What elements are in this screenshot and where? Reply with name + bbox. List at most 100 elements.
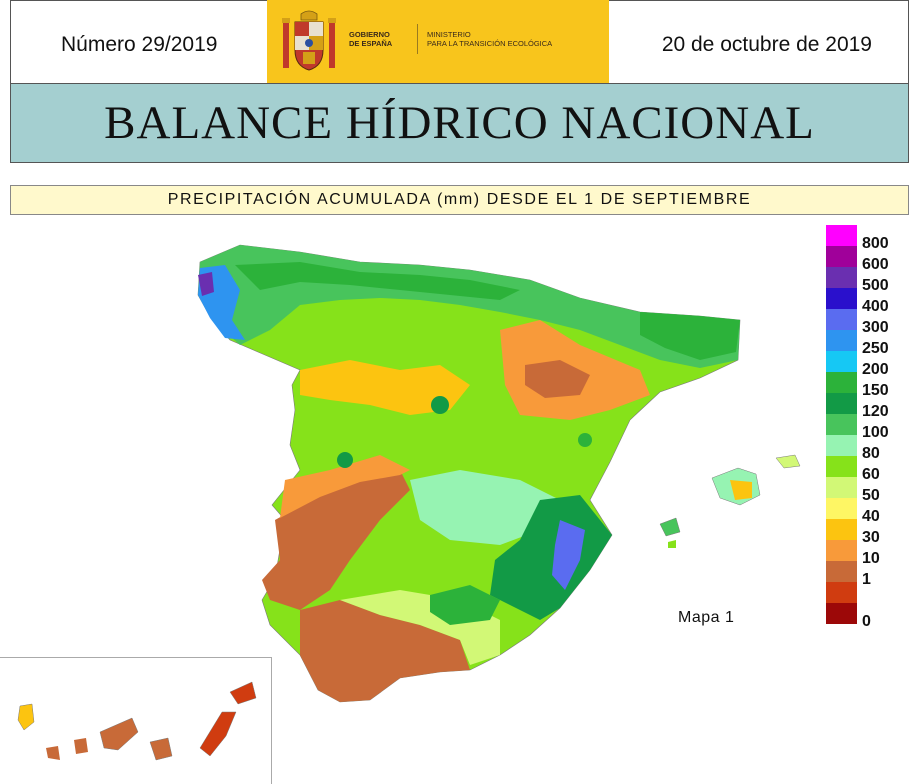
legend-value: 100 bbox=[862, 424, 889, 441]
legend-swatch bbox=[826, 561, 857, 582]
legend-value: 800 bbox=[862, 235, 889, 252]
legend-value: 600 bbox=[862, 256, 889, 273]
mallorca-dry bbox=[730, 480, 752, 500]
map-subtitle: PRECIPITACIÓN ACUMULADA (mm) DESDE EL 1 … bbox=[167, 191, 752, 208]
legend-row: 150 bbox=[826, 372, 906, 399]
legend-row bbox=[826, 582, 906, 603]
legend-swatch bbox=[826, 330, 857, 351]
legend-row: 60 bbox=[826, 456, 906, 483]
pyrenees-green bbox=[640, 312, 740, 360]
la-mancha-light bbox=[410, 470, 560, 545]
iberian-peninsula bbox=[197, 244, 741, 703]
subtitle-banner: PRECIPITACIÓN ACUMULADA (mm) DESDE EL 1 … bbox=[10, 185, 909, 215]
ebro-driest bbox=[525, 360, 590, 398]
andalusia-dry bbox=[300, 600, 470, 702]
legend-value: 50 bbox=[862, 487, 880, 504]
legend-swatch bbox=[826, 393, 857, 414]
page-title: BALANCE HÍDRICO NACIONAL bbox=[104, 97, 815, 149]
levante-blue bbox=[552, 520, 585, 590]
legend-value: 40 bbox=[862, 508, 880, 525]
gran-canaria bbox=[149, 737, 173, 761]
legend-swatch bbox=[826, 225, 857, 246]
legend-row: 40 bbox=[826, 498, 906, 525]
legend-swatch bbox=[826, 540, 857, 561]
legend-value: 1 bbox=[862, 571, 871, 588]
meseta-north-dry bbox=[300, 360, 470, 415]
logo-government-text: GOBIERNO DE ESPAÑA bbox=[349, 30, 393, 48]
legend-value: 500 bbox=[862, 277, 889, 294]
coat-of-arms-icon bbox=[282, 10, 336, 71]
ibiza bbox=[659, 517, 681, 537]
levante-wet bbox=[490, 495, 612, 620]
legend-value: 300 bbox=[862, 319, 889, 336]
legend-row: 250 bbox=[826, 330, 906, 357]
balearic-islands bbox=[659, 454, 801, 548]
legend-row: 80 bbox=[826, 435, 906, 462]
legend-swatch bbox=[826, 414, 857, 435]
legend-row: 10 bbox=[826, 540, 906, 567]
north-dark-green bbox=[235, 262, 520, 300]
logo-ministry-text: MINISTERIO PARA LA TRANSICIÓN ECOLÓGICA bbox=[427, 30, 553, 48]
extremadura-orange bbox=[280, 455, 410, 518]
issue-date: 20 de octubre de 2019 bbox=[661, 33, 872, 56]
legend-row: 50 bbox=[826, 477, 906, 504]
tenerife bbox=[99, 717, 139, 751]
map-label: Mapa 1 bbox=[678, 609, 735, 626]
title-banner: BALANCE HÍDRICO NACIONAL bbox=[10, 83, 909, 163]
galicia-max bbox=[198, 272, 214, 296]
legend-row: 300 bbox=[826, 309, 906, 336]
legend-swatch bbox=[826, 288, 857, 309]
wet-spot bbox=[578, 433, 592, 447]
canary-islands bbox=[17, 681, 257, 761]
issue-number: Número 29/2019 bbox=[61, 33, 218, 56]
legend-row: 0 bbox=[826, 603, 906, 630]
formentera bbox=[668, 540, 676, 548]
legend-swatch bbox=[826, 435, 857, 456]
legend-row: 200 bbox=[826, 351, 906, 378]
legend-row: 500 bbox=[826, 267, 906, 294]
wet-spot bbox=[431, 396, 449, 414]
header-bar: Número 29/2019 GOBIERNO DE ESPAÑA MINIST… bbox=[10, 0, 909, 84]
legend-swatch bbox=[826, 477, 857, 498]
legend-swatch bbox=[826, 582, 857, 603]
legend-value: 0 bbox=[862, 613, 871, 630]
legend-swatch bbox=[826, 351, 857, 372]
legend-row: 100 bbox=[826, 414, 906, 441]
legend-value: 30 bbox=[862, 529, 880, 546]
legend-value: 400 bbox=[862, 298, 889, 315]
el-hierro bbox=[46, 746, 60, 760]
legend-swatch bbox=[826, 246, 857, 267]
fuerteventura bbox=[199, 711, 237, 757]
la-palma bbox=[17, 703, 35, 731]
precipitation-legend: 800 600 500 400 300 250 200 150 120 100 80 60 50 40 30… bbox=[826, 225, 906, 630]
logo-divider bbox=[417, 24, 418, 54]
legend-swatch bbox=[826, 603, 857, 624]
precipitation-map bbox=[17, 244, 801, 761]
legend-value: 60 bbox=[862, 466, 880, 483]
la-gomera bbox=[74, 738, 88, 754]
legend-value: 80 bbox=[862, 445, 880, 462]
legend-swatch bbox=[826, 309, 857, 330]
legend-row: 120 bbox=[826, 393, 906, 420]
government-logo: GOBIERNO DE ESPAÑA MINISTERIO PARA LA TR… bbox=[267, 0, 609, 84]
legend-swatch bbox=[826, 372, 857, 393]
legend-row: 600 bbox=[826, 246, 906, 273]
legend-swatch bbox=[826, 519, 857, 540]
sureste-green bbox=[430, 585, 500, 625]
legend-value: 150 bbox=[862, 382, 889, 399]
extremadura-dry bbox=[262, 470, 410, 610]
legend-value: 10 bbox=[862, 550, 880, 567]
legend-swatch bbox=[826, 456, 857, 477]
menorca bbox=[775, 454, 801, 469]
legend-row: 400 bbox=[826, 288, 906, 315]
legend-swatch bbox=[826, 267, 857, 288]
wet-spot bbox=[337, 452, 353, 468]
legend-value: 200 bbox=[862, 361, 889, 378]
canary-inset-frame bbox=[0, 657, 272, 784]
legend-swatch bbox=[826, 498, 857, 519]
legend-value: 120 bbox=[862, 403, 889, 420]
legend-row: 1 bbox=[826, 561, 906, 588]
lanzarote bbox=[229, 681, 257, 705]
legend-row: 30 bbox=[826, 519, 906, 546]
legend-row: 800 bbox=[826, 225, 906, 252]
